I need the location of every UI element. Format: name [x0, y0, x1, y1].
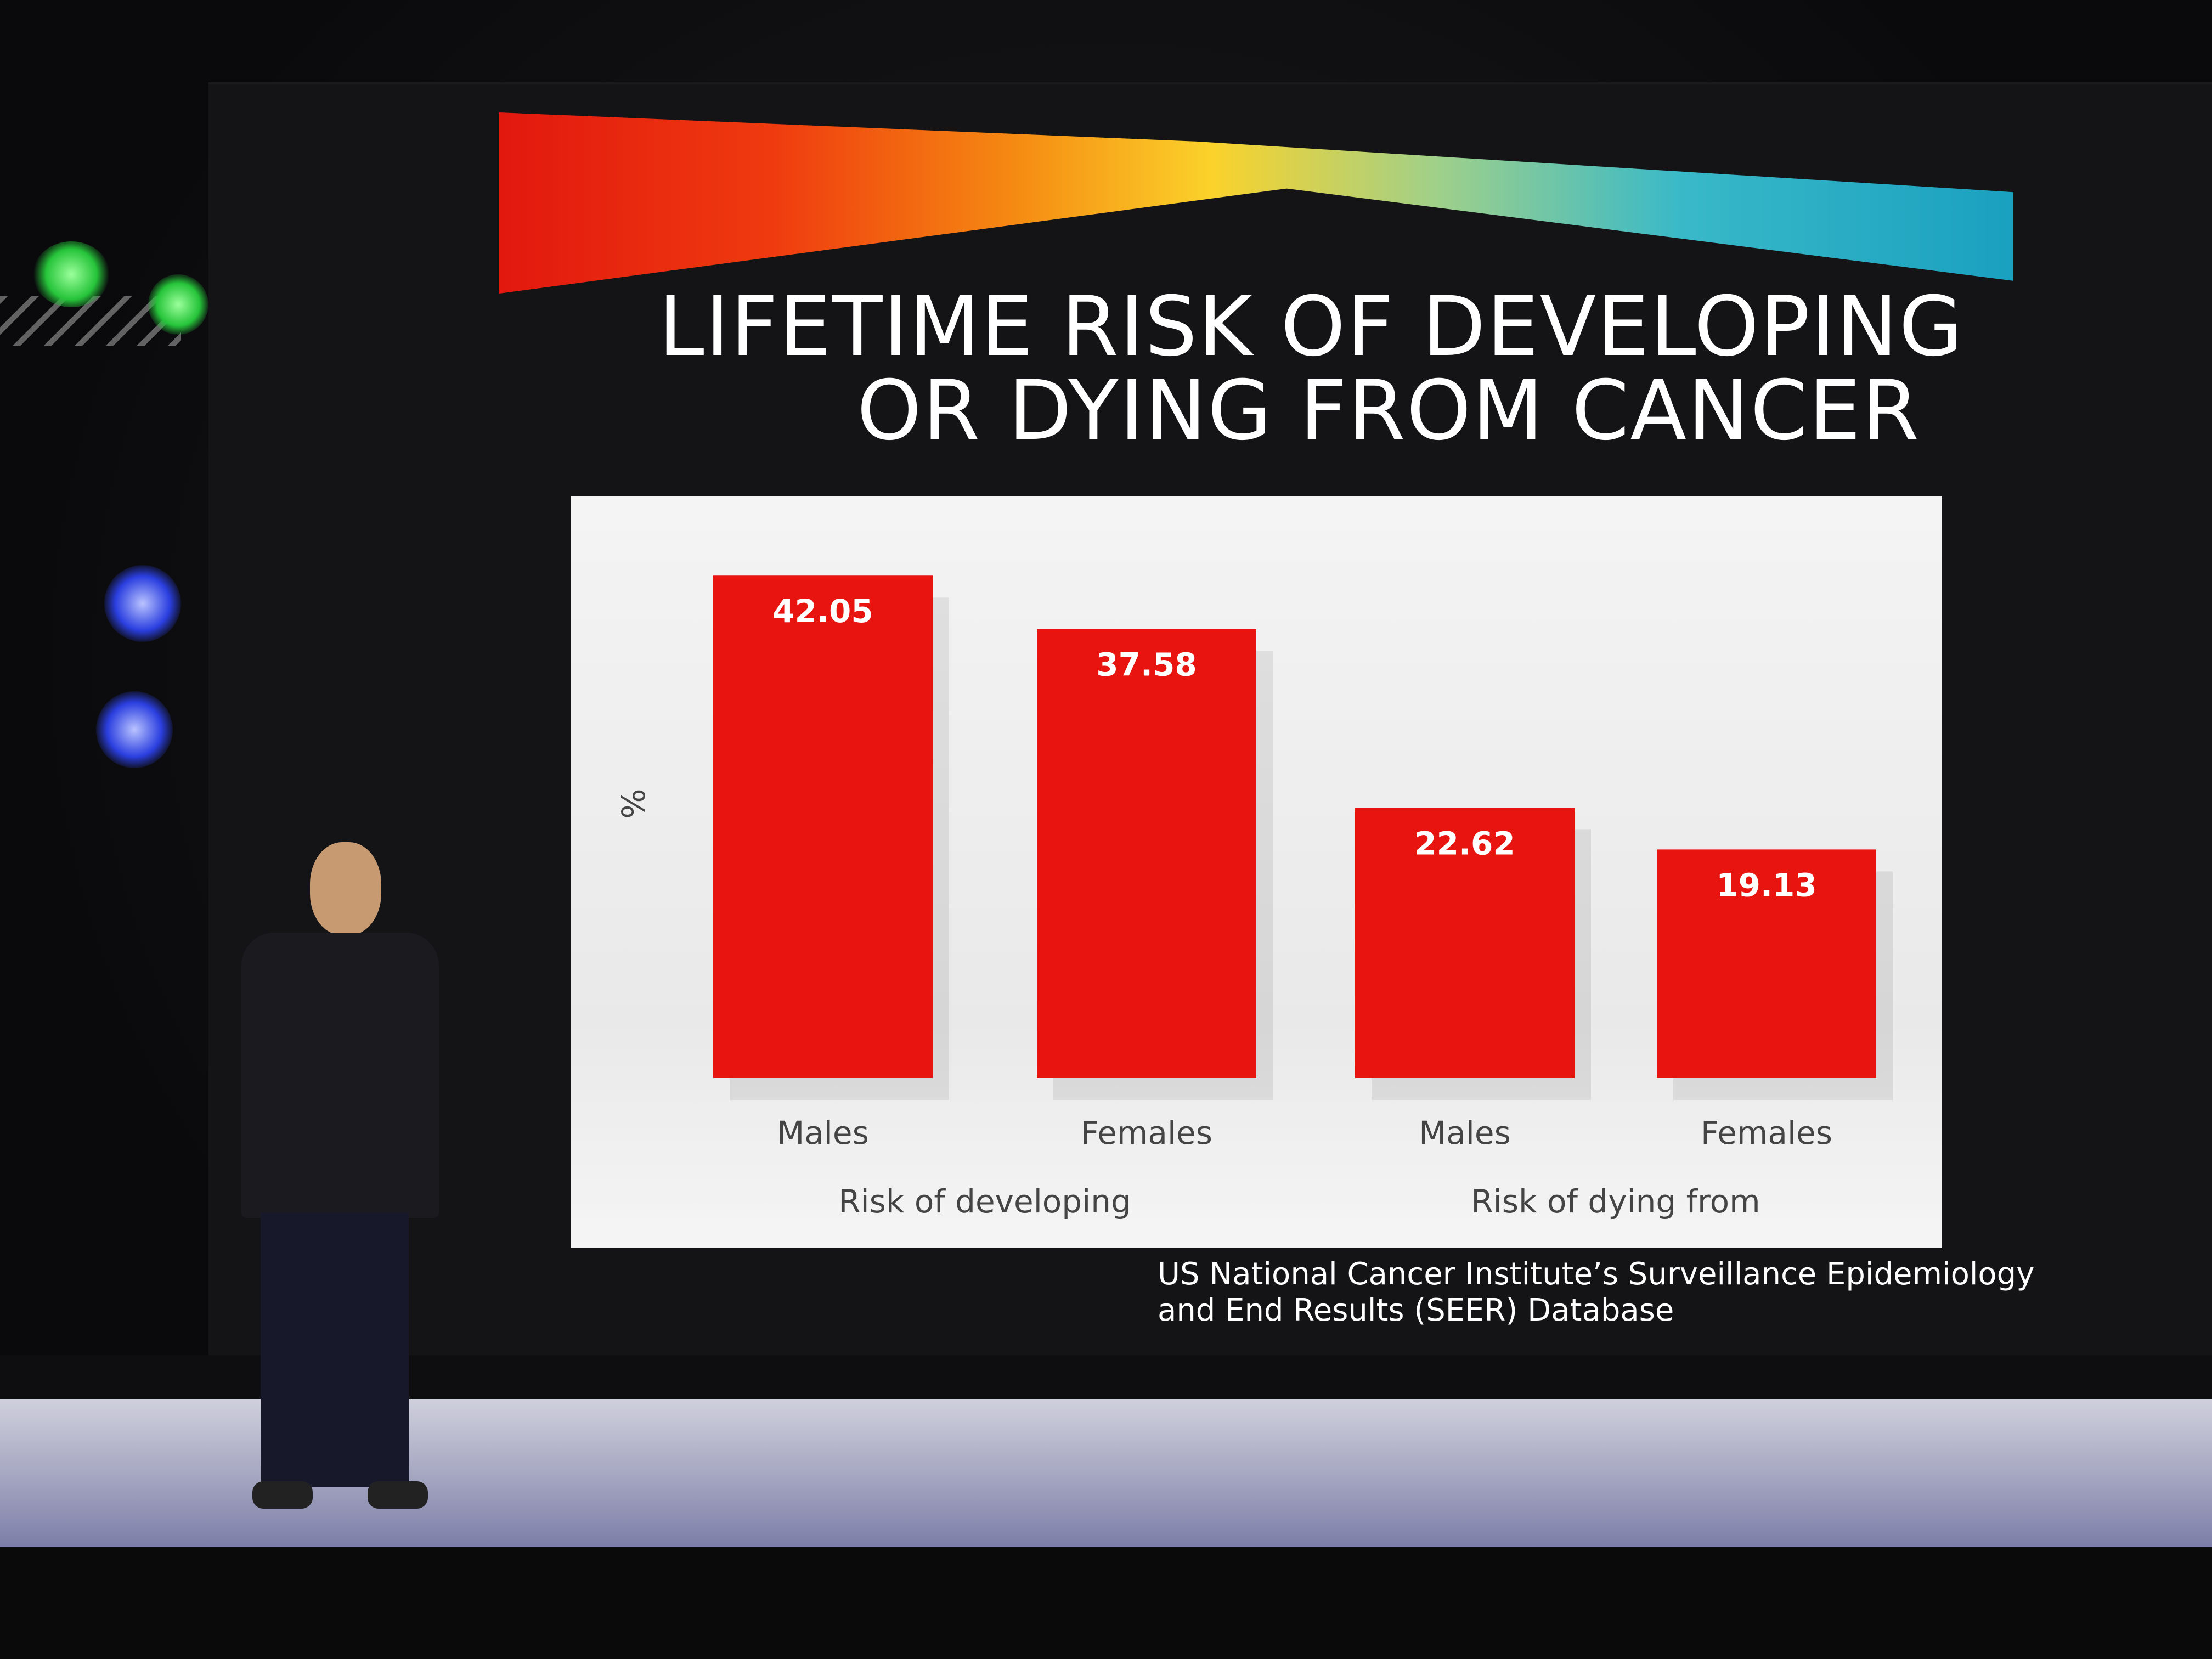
- bar-value-label: 19.13: [1716, 866, 1816, 904]
- bar: [713, 575, 933, 1078]
- speaker-jacket: [241, 933, 439, 1218]
- stage-front: [0, 1547, 2212, 1659]
- bar: [1037, 629, 1256, 1078]
- source-line-1: US National Cancer Institute’s Surveilla…: [1158, 1256, 2035, 1292]
- blue-stage-light-icon: [104, 565, 181, 642]
- bar-value-label: 42.05: [772, 592, 873, 630]
- bar: [1355, 808, 1575, 1078]
- bar-chart: % 42.05 Males 37.58 Females 22.62 Males 19.13 Fe…: [615, 575, 1893, 1220]
- speaker-shoe: [368, 1481, 428, 1509]
- bar-value-label: 37.58: [1096, 646, 1197, 684]
- blue-stage-light-icon: [96, 691, 173, 768]
- y-axis-label: %: [615, 788, 652, 819]
- x-tick-label: Males: [1419, 1114, 1511, 1152]
- speaker: [208, 834, 455, 1509]
- source-line-2: and End Results (SEER) Database: [1158, 1293, 1674, 1329]
- x-tick-label: Females: [1081, 1114, 1212, 1152]
- group-label: Risk of developing: [838, 1183, 1131, 1220]
- x-tick-label: Females: [1701, 1114, 1832, 1152]
- bar: [1657, 849, 1876, 1078]
- speaker-shoe: [252, 1481, 313, 1509]
- bar-chart-panel: % 42.05 Males 37.58 Females 22.62 Males 19.13 Fe…: [571, 496, 1942, 1248]
- bar-value-label: 22.62: [1414, 825, 1515, 862]
- speaker-head: [310, 842, 381, 935]
- group-label: Risk of dying from: [1471, 1183, 1760, 1220]
- green-stage-light-icon: [148, 274, 208, 335]
- green-stage-light-icon: [33, 241, 110, 307]
- slide-title: LIFETIME RISK OF DEVELOPING OR DYING FRO…: [658, 279, 1964, 459]
- source-citation: US National Cancer Institute’s Surveilla…: [1158, 1256, 2035, 1329]
- slide-title-line-2: OR DYING FROM CANCER: [856, 363, 1920, 459]
- x-tick-label: Males: [777, 1114, 869, 1152]
- slide-title-line-1: LIFETIME RISK OF DEVELOPING: [658, 279, 1964, 375]
- speaker-legs: [261, 1212, 409, 1487]
